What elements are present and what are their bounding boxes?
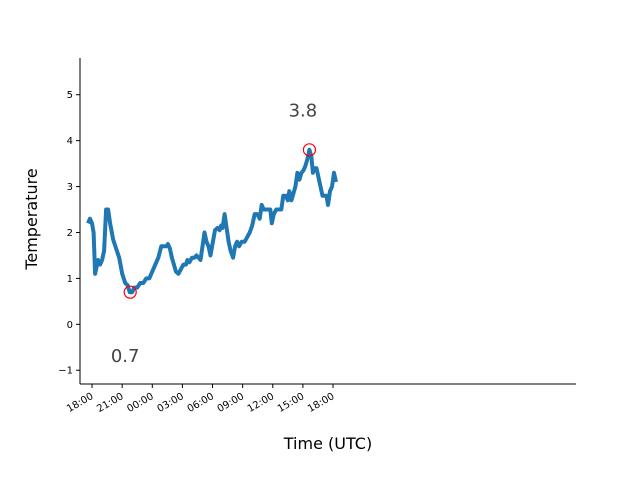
- x-tick-label: 18:00: [306, 391, 336, 415]
- y-tick-label: 1: [67, 274, 73, 285]
- y-axis-label: Temperature: [22, 168, 41, 270]
- y-tick-label: −1: [58, 366, 73, 377]
- y-tick-label: 4: [67, 136, 73, 147]
- y-axis-ticks: −1 0 1 2 3 4 5: [58, 90, 80, 377]
- x-axis-label: Time (UTC): [283, 434, 372, 453]
- extreme-value-label: 3.8: [289, 100, 318, 121]
- x-tick-label: 03:00: [155, 391, 185, 415]
- y-tick-label: 2: [67, 228, 73, 239]
- extreme-value-label: 0.7: [111, 346, 140, 367]
- x-axis-ticks: 18:00 21:00 00:00 03:00 06:00 09:00 12:00 15:00…: [65, 384, 337, 415]
- annotation-group: 0.7 3.8: [111, 100, 317, 367]
- x-tick-label: 12:00: [246, 391, 276, 415]
- temperature-line: [86, 147, 338, 295]
- x-tick-label: 21:00: [95, 391, 125, 415]
- x-tick-label: 18:00: [65, 391, 95, 415]
- x-tick-label: 15:00: [276, 391, 306, 415]
- y-tick-label: 5: [67, 90, 73, 101]
- x-tick-label: 09:00: [216, 391, 246, 415]
- y-tick-label: 3: [67, 182, 73, 193]
- extreme-marker: [123, 285, 137, 299]
- y-tick-label: 0: [67, 320, 73, 331]
- x-tick-label: 00:00: [125, 391, 155, 415]
- series-group: [86, 147, 338, 295]
- marker-group: [123, 143, 317, 299]
- x-tick-label: 06:00: [186, 391, 216, 415]
- extreme-marker: [302, 143, 317, 157]
